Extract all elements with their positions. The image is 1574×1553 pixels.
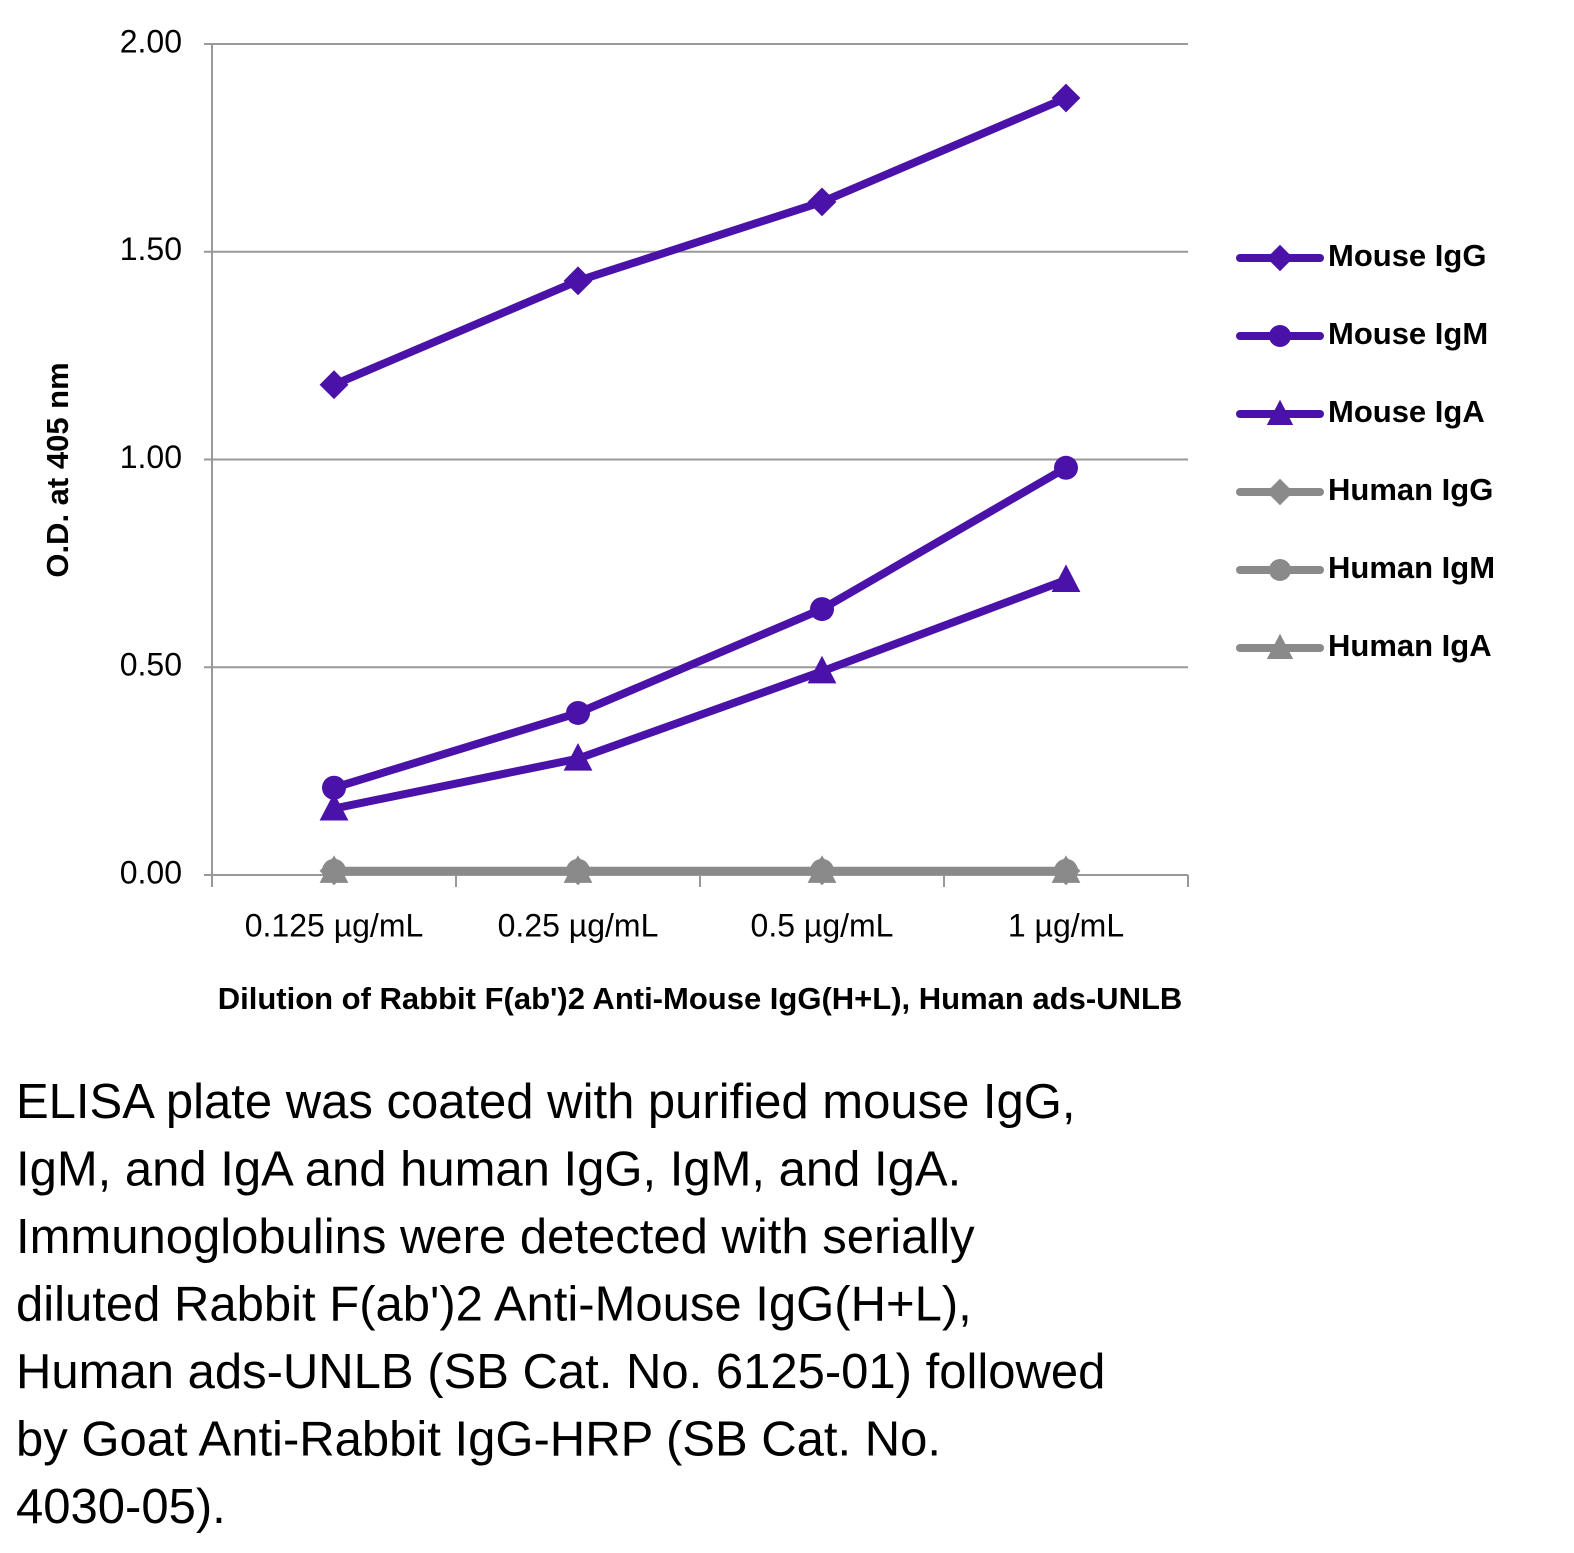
data-point xyxy=(1051,564,1081,592)
data-point xyxy=(563,266,593,296)
y-tick-label: 1.00 xyxy=(120,439,182,475)
data-point xyxy=(807,855,837,883)
y-tick-label: 0.00 xyxy=(120,854,182,890)
caption-line: diluted Rabbit F(ab')2 Anti-Mouse IgG(H+… xyxy=(16,1278,972,1332)
legend-marker xyxy=(1266,478,1294,506)
data-point xyxy=(1051,855,1081,883)
caption-line: 4030-05). xyxy=(16,1480,226,1534)
data-point xyxy=(319,370,349,400)
x-tick-label: 1 µg/mL xyxy=(1008,907,1124,943)
data-point xyxy=(1051,83,1081,113)
legend-marker xyxy=(1266,399,1294,425)
x-tick-label: 0.5 µg/mL xyxy=(751,907,894,943)
legend-label: Mouse IgG xyxy=(1328,238,1486,273)
caption-line: IgM, and IgA and human IgG, IgM, and IgA… xyxy=(16,1143,961,1197)
data-point xyxy=(322,775,346,800)
x-tick-label: 0.25 µg/mL xyxy=(498,907,659,943)
data-point xyxy=(810,597,834,622)
legend-label: Mouse IgA xyxy=(1328,394,1485,429)
data-point xyxy=(563,855,593,883)
caption-line: by Goat Anti-Rabbit IgG-HRP (SB Cat. No. xyxy=(16,1413,941,1467)
data-point xyxy=(319,855,349,883)
data-point xyxy=(1054,455,1078,480)
legend-marker xyxy=(1269,559,1291,581)
legend-label: Human IgA xyxy=(1328,628,1492,663)
legend-label: Mouse IgM xyxy=(1328,316,1488,351)
x-axis-title: Dilution of Rabbit F(ab')2 Anti-Mouse Ig… xyxy=(218,981,1183,1016)
series-line xyxy=(332,94,1068,389)
legend-label: Human IgG xyxy=(1328,472,1493,507)
y-tick-label: 0.50 xyxy=(120,647,182,683)
series-line xyxy=(333,576,1068,813)
data-point xyxy=(319,792,349,821)
data-point xyxy=(807,187,837,217)
x-tick-label: 0.125 µg/mL xyxy=(245,907,424,943)
legend-marker xyxy=(1269,325,1291,347)
caption-line: Immunoglobulins were detected with seria… xyxy=(16,1210,975,1264)
y-axis-title: O.D. at 405 nm xyxy=(40,362,75,577)
data-point xyxy=(563,743,593,771)
y-tick-label: 1.50 xyxy=(120,231,182,267)
legend-marker xyxy=(1266,244,1294,272)
series-line xyxy=(332,464,1069,792)
legend-marker xyxy=(1266,633,1294,659)
data-point xyxy=(566,700,590,725)
caption-line: ELISA plate was coated with purified mou… xyxy=(16,1075,1076,1129)
legend-label: Human IgM xyxy=(1328,550,1495,585)
data-point xyxy=(807,655,837,684)
y-tick-label: 2.00 xyxy=(120,23,182,59)
caption-line: Human ads-UNLB (SB Cat. No. 6125-01) fol… xyxy=(16,1345,1105,1399)
